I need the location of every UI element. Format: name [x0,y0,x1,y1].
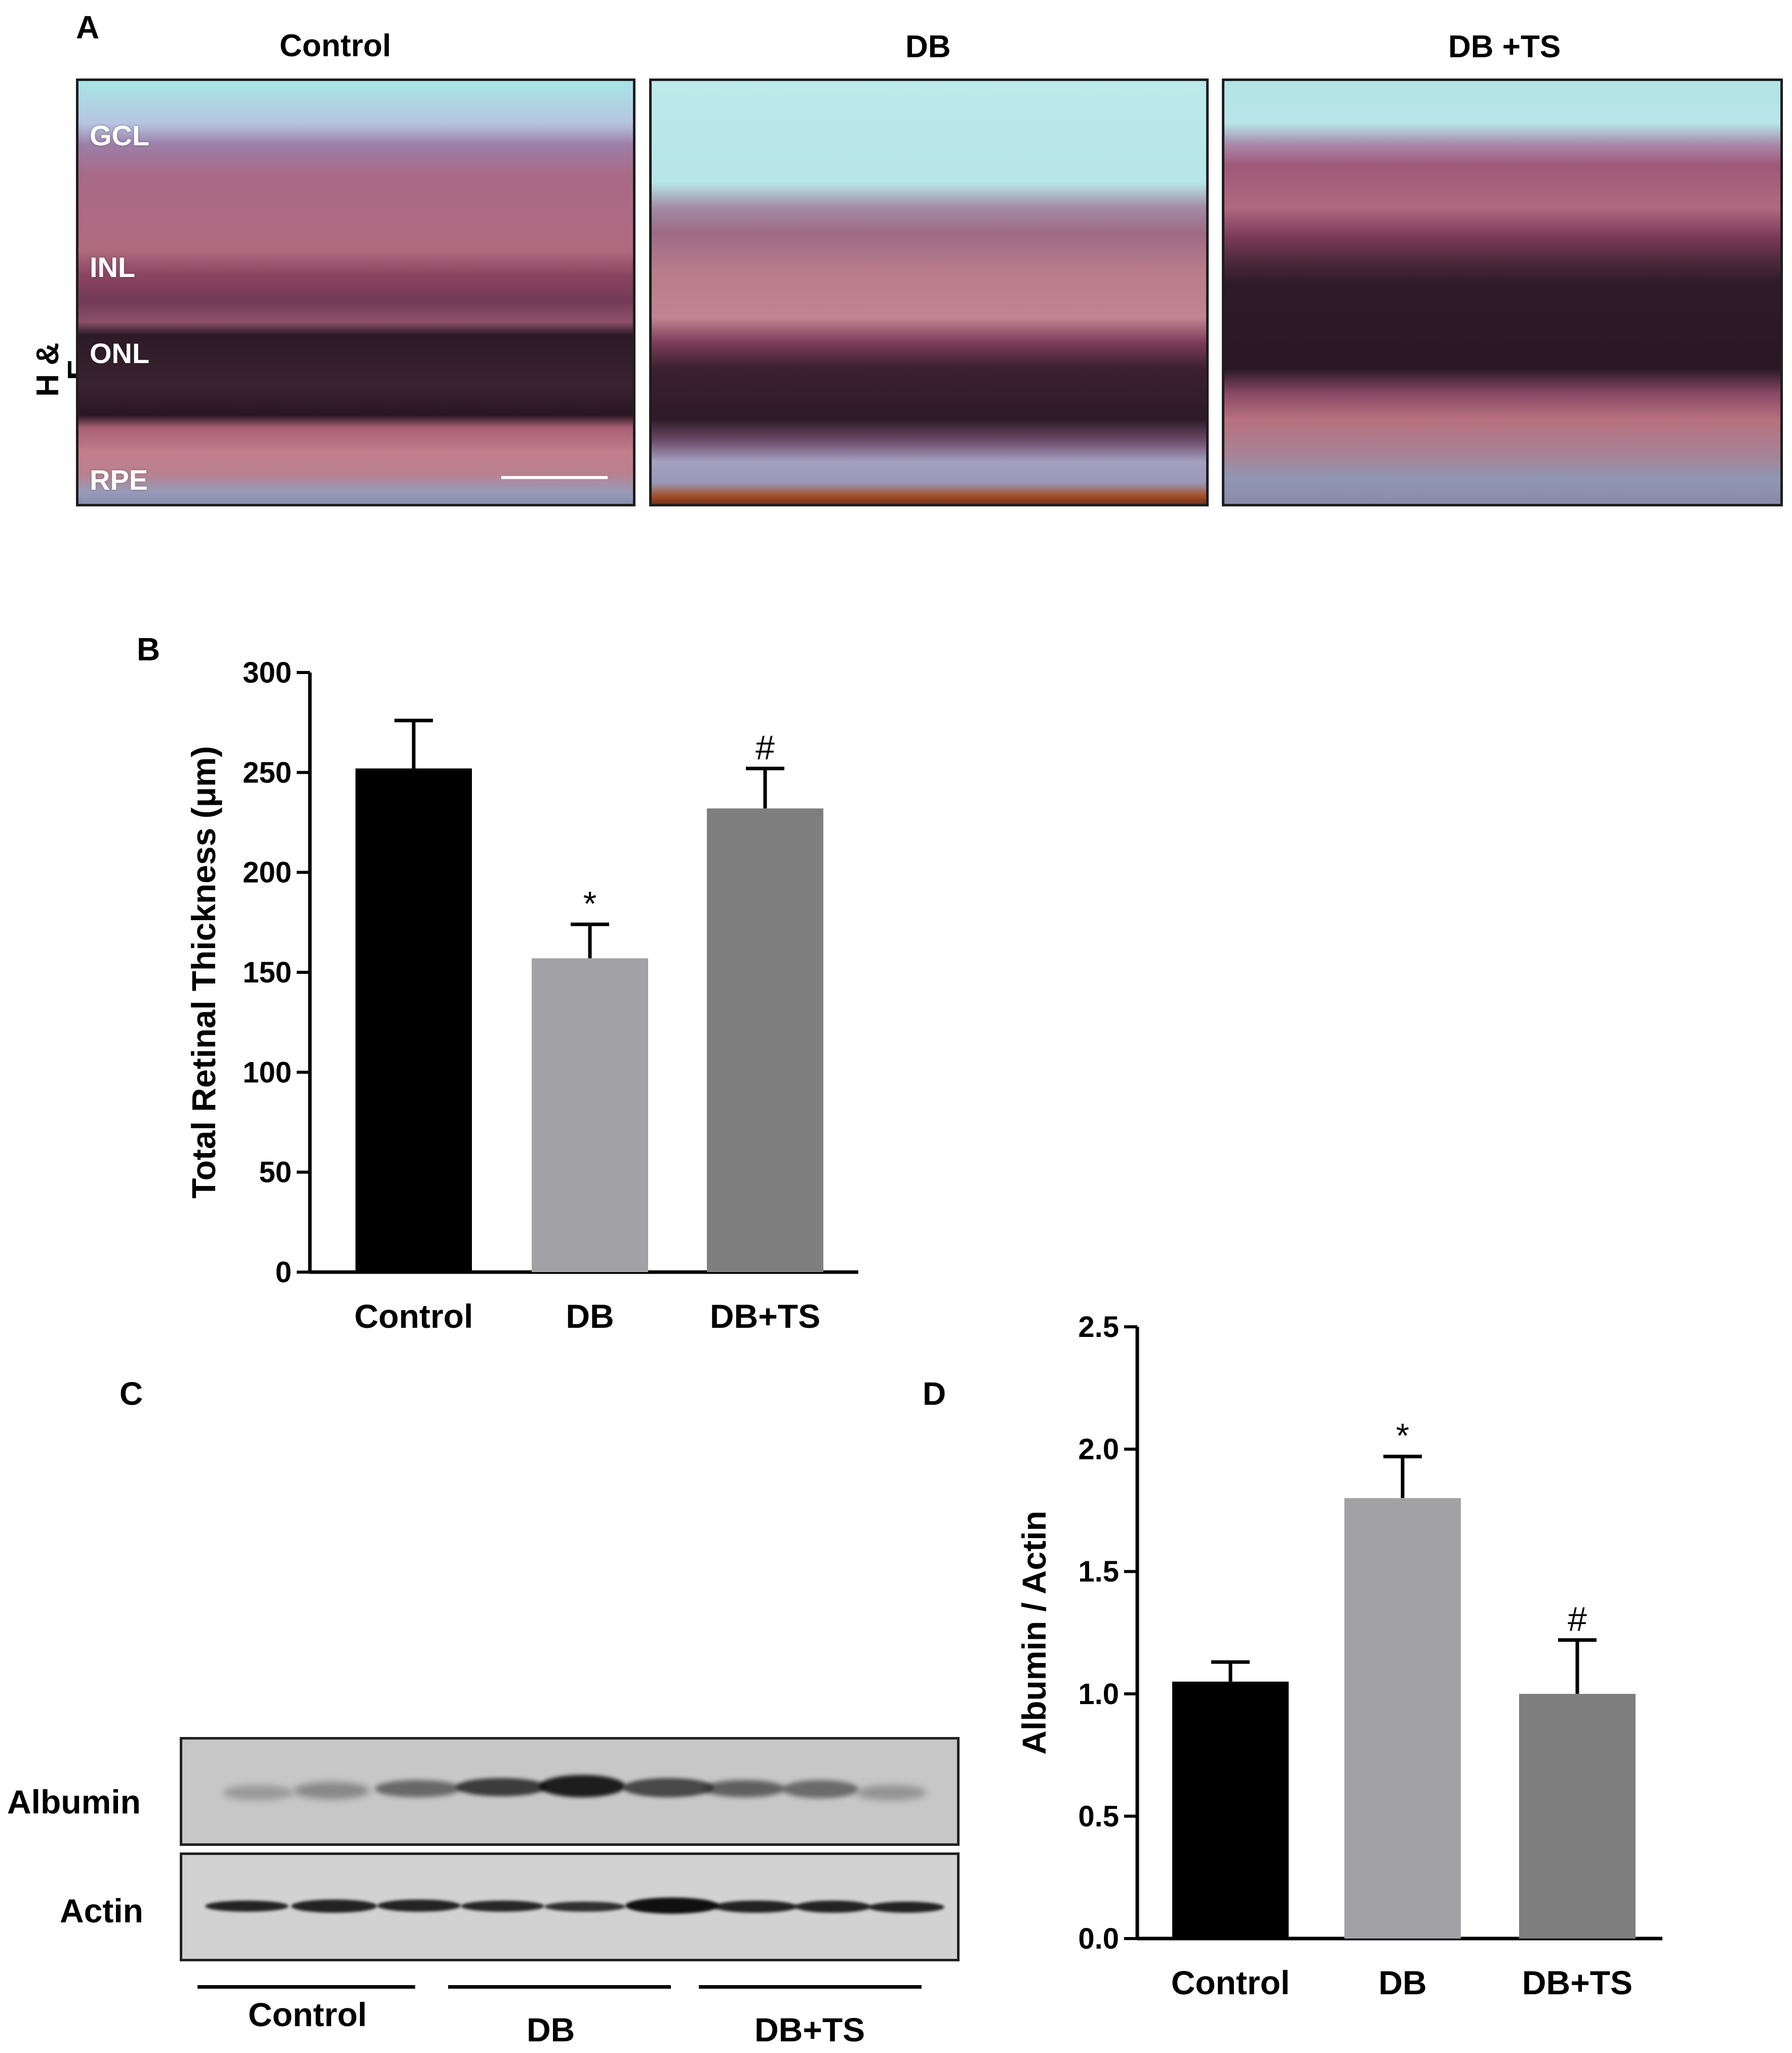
chart-d-bar [1344,1498,1461,1939]
chart-b-y-tick-label: 0 [275,1256,292,1289]
chart-d-bar [1172,1681,1289,1939]
chart-d-y-tick-label: 2.5 [1078,1311,1119,1344]
chart-d-y-tick-label: 2.0 [1078,1433,1119,1466]
albumin-band-1 [223,1785,294,1800]
albumin-band-3 [375,1780,461,1797]
group-line-control [197,1985,415,1989]
chart-b-y-tick-label: 300 [243,656,292,689]
micrograph-db [649,78,1209,506]
group-line-db [448,1985,671,1989]
chart-b-bar [532,958,648,1272]
chart-b-y-tick-label: 50 [259,1156,292,1189]
chart-d-y-tick-label: 1.5 [1078,1555,1119,1588]
layer-label-rpe: RPE [90,464,148,496]
chart-d-y-tick-label: 0.0 [1078,1922,1119,1955]
group-label-db-ts: DB+TS [754,2011,865,2048]
actin-band-3 [377,1900,461,1912]
blot-albumin [180,1737,960,1846]
actin-band-6 [625,1898,719,1914]
chart-b-significance-marker: * [583,884,596,923]
actin-band-1 [205,1901,289,1912]
actin-band-8 [795,1901,871,1913]
micrograph-control: GCL INL ONL RPE [76,78,635,506]
chart-b-x-tick-label: DB [566,1297,614,1335]
scale-bar [501,476,608,479]
chart-b-significance-marker: # [755,728,775,767]
albumin-band-7 [704,1780,785,1797]
chart-d-significance-marker: # [1568,1600,1587,1638]
chart-d-significance-marker: * [1396,1416,1409,1455]
chart-d-y-tick-label: 1.0 [1078,1678,1119,1711]
chart-b-y-axis-label: Total Retinal Thickness (μm) [185,746,222,1199]
column-label-control: Control [280,28,391,63]
row-label-albumin: Albumin [7,1783,141,1821]
layer-label-onl: ONL [90,337,150,369]
chart-d-bar [1519,1693,1636,1939]
panel-b-letter: B [137,631,161,667]
actin-band-7 [714,1901,798,1913]
group-label-db: DB [527,2011,575,2048]
chart-b-y-tick-label: 100 [243,1056,292,1089]
chart-b-x-tick-label: Control [354,1297,473,1335]
chart-b-bar [707,808,823,1272]
column-label-db: DB [905,29,951,64]
actin-band-5 [544,1902,625,1912]
panel-d-letter: D [923,1375,946,1412]
chart-d-y-tick-label: 0.5 [1078,1800,1119,1833]
chart-d-x-tick-label: DB [1378,1964,1426,2001]
chart-b-bar [355,768,472,1272]
chart-d-x-tick-label: Control [1171,1964,1290,2001]
group-line-db-ts [699,1985,922,1989]
panel-c-letter: C [120,1375,143,1412]
actin-band-4 [461,1901,544,1912]
chart-d-x-tick-label: DB+TS [1522,1964,1632,2001]
albumin-band-2 [294,1782,370,1799]
actin-band-2 [291,1900,377,1913]
blot-actin [180,1852,960,1961]
albumin-band-6 [623,1778,714,1797]
panel-a-letter: A [76,9,100,46]
group-label-control: Control [248,1996,367,2033]
chart-b-y-tick-label: 150 [243,956,292,989]
row-label-actin: Actin [60,1892,143,1929]
layer-label-gcl: GCL [90,120,150,151]
albumin-band-9 [856,1785,927,1800]
column-label-db-ts: DB +TS [1448,29,1561,64]
chart-d-y-axis-label: Albumin / Actin [1015,1511,1053,1755]
chart-b-y-tick-label: 200 [243,856,292,889]
chart-b-x-tick-label: DB+TS [710,1297,820,1335]
albumin-band-5 [539,1775,625,1797]
albumin-band-4 [456,1778,547,1796]
layer-label-inl: INL [90,251,136,283]
albumin-band-8 [782,1780,858,1798]
chart-b-y-tick-label: 250 [243,756,292,789]
actin-band-9 [868,1902,944,1913]
micrograph-db-ts [1222,78,1783,506]
